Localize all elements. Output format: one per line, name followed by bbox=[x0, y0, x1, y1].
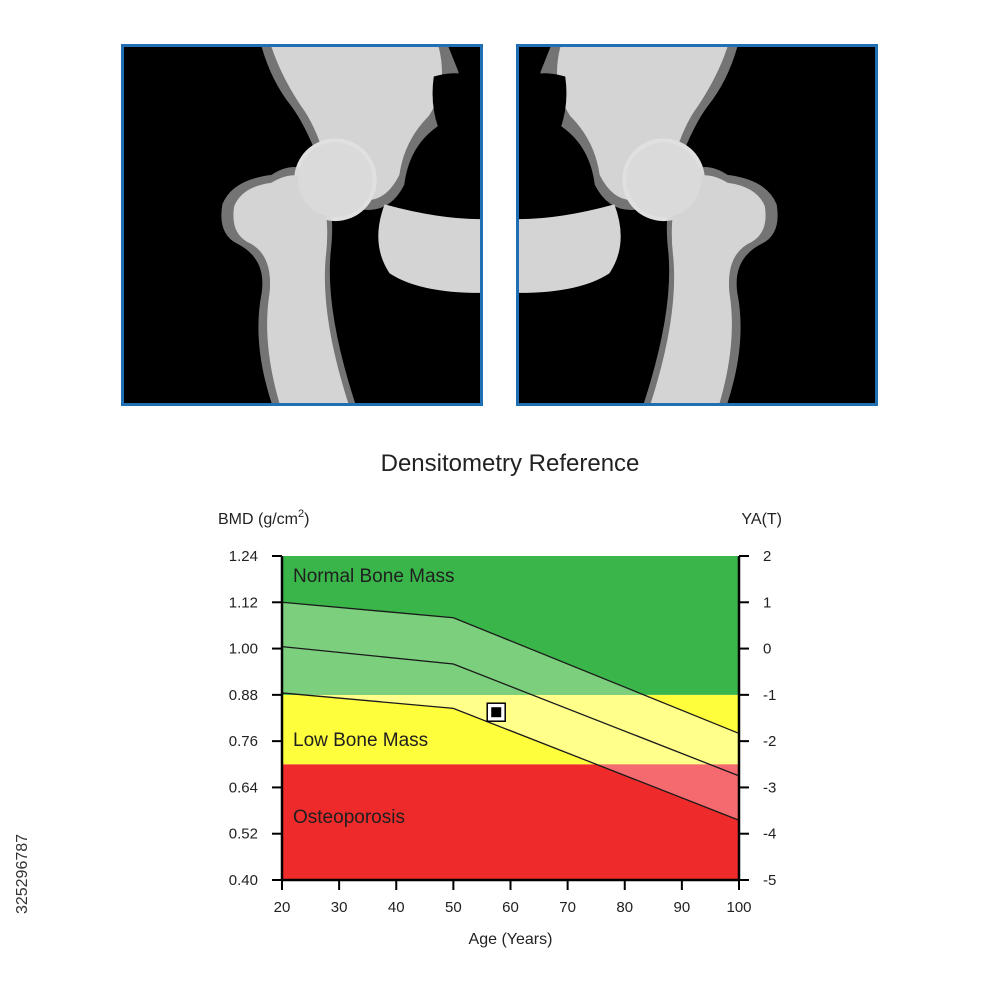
reference-line-1 bbox=[281, 601, 740, 735]
right-tick-label: 1 bbox=[763, 594, 771, 611]
labels-layer: 0.40 0.52 0.64 0.76 0.88 1.00 1.12 1.24 -5 -4 -3 -2… bbox=[218, 508, 782, 948]
x-tick-label: 100 bbox=[726, 899, 751, 916]
y-axis-title-left-sup: 2 bbox=[298, 508, 304, 520]
reference-lines-layer bbox=[281, 601, 740, 821]
right-tick-label: -4 bbox=[763, 826, 776, 843]
hip-xray-right-panel bbox=[516, 44, 878, 406]
x-tick-label: 90 bbox=[674, 899, 691, 916]
patient-point-layer bbox=[486, 702, 506, 722]
side-id-label: 325296787 bbox=[14, 764, 32, 984]
right-tick-label: 2 bbox=[763, 548, 771, 565]
hip-xray-left-panel bbox=[121, 44, 483, 406]
reference-line-3 bbox=[281, 692, 740, 821]
right-tick-label: -3 bbox=[763, 779, 776, 796]
right-tick-label: -1 bbox=[763, 687, 776, 704]
right-tick-label: 0 bbox=[763, 641, 771, 658]
hip-bone-left-image bbox=[221, 47, 480, 403]
zone-label-normal-bone-mass: Normal Bone Mass bbox=[293, 566, 455, 587]
hip-bone-right-image bbox=[519, 47, 778, 403]
left-tick-label: 1.00 bbox=[229, 641, 258, 658]
densitometry-chart: 0.40 0.52 0.64 0.76 0.88 1.00 1.12 1.24 -5 -4 -3 -2… bbox=[218, 508, 782, 948]
zone-label-osteoporosis: Osteoporosis bbox=[293, 807, 405, 828]
side-id-text: 325296787 bbox=[14, 833, 31, 915]
axes-layer bbox=[272, 555, 749, 890]
y-axis-title-left-main: BMD (g/cm bbox=[218, 511, 298, 528]
right-tick-label: -5 bbox=[763, 872, 776, 889]
x-tick-label: 80 bbox=[616, 899, 633, 916]
left-tick-label: 1.12 bbox=[229, 594, 258, 611]
x-tick-label: 60 bbox=[502, 899, 519, 916]
reference-band-segment bbox=[282, 602, 644, 695]
x-axis-title: Age (Years) bbox=[469, 931, 553, 948]
left-tick-label: 0.40 bbox=[229, 872, 258, 889]
x-tick-label: 40 bbox=[388, 899, 405, 916]
x-tick-label: 20 bbox=[274, 899, 291, 916]
right-tick-label: -2 bbox=[763, 733, 776, 750]
zone-label-low-bone-mass: Low Bone Mass bbox=[293, 730, 428, 751]
y-axis-title-left: BMD (g/cm2) bbox=[218, 508, 309, 528]
y-axis-title-left-end: ) bbox=[304, 511, 309, 528]
left-tick-label: 0.88 bbox=[229, 687, 258, 704]
x-tick-label: 70 bbox=[559, 899, 576, 916]
y-axis-title-right: YA(T) bbox=[741, 511, 782, 528]
left-tick-label: 0.76 bbox=[229, 733, 258, 750]
reference-line-2 bbox=[281, 645, 740, 777]
chart-title: Densitometry Reference bbox=[380, 450, 640, 477]
patient-marker-inner bbox=[491, 707, 502, 718]
x-tick-label: 30 bbox=[331, 899, 348, 916]
left-tick-label: 0.52 bbox=[229, 826, 258, 843]
reference-band-segment bbox=[303, 694, 739, 765]
left-tick-label: 1.24 bbox=[229, 548, 258, 565]
left-tick-label: 0.64 bbox=[229, 779, 258, 796]
x-tick-label: 50 bbox=[445, 899, 462, 916]
